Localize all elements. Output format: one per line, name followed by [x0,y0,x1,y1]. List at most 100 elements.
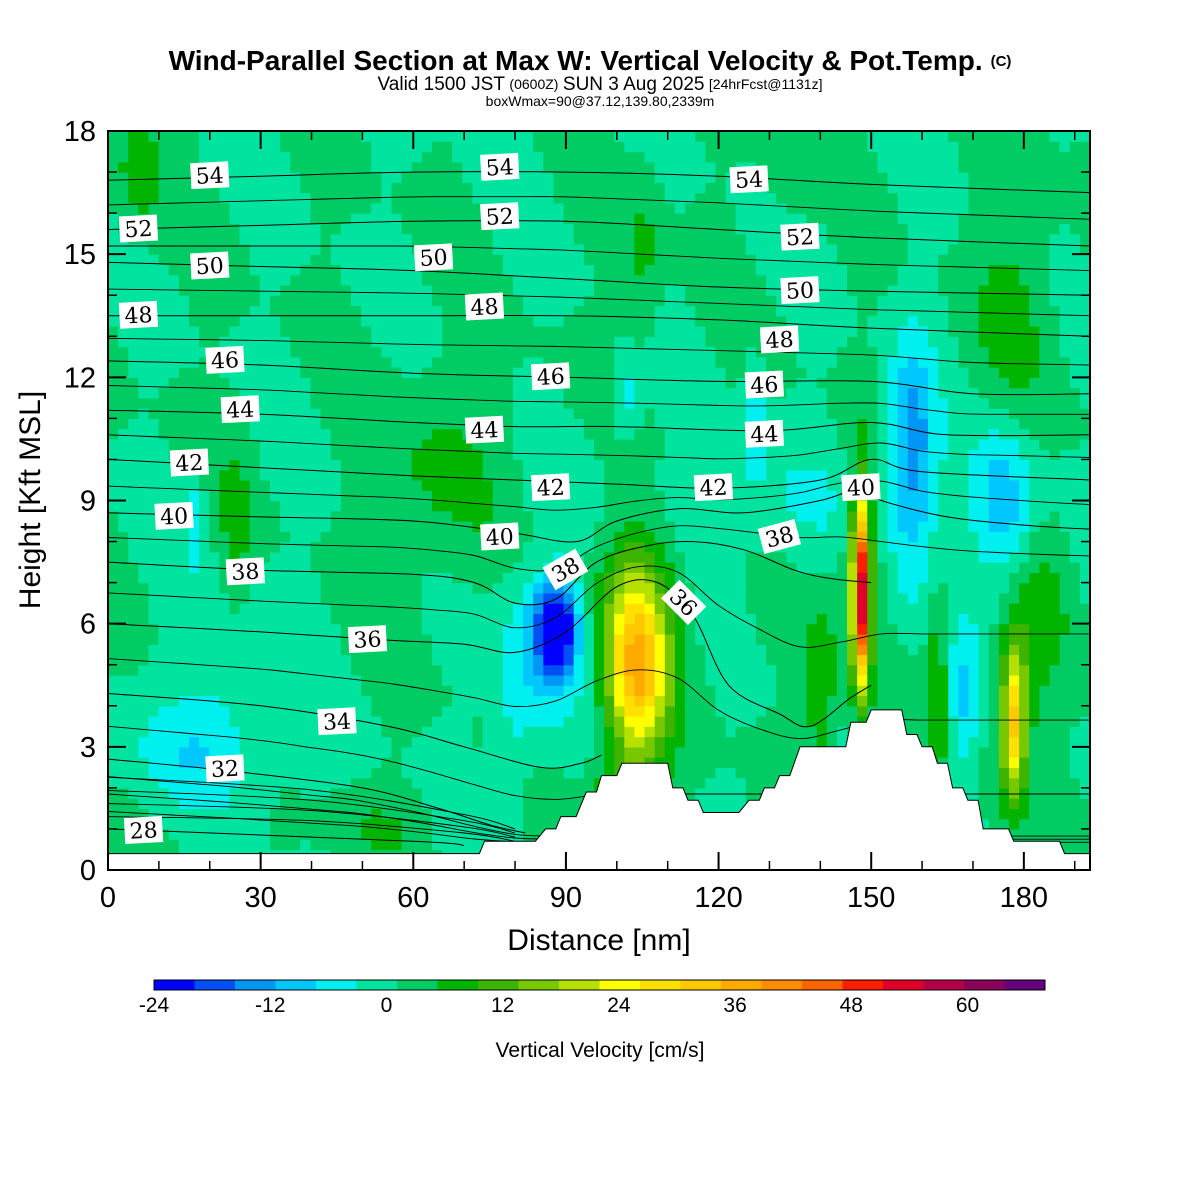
velocity-cell [442,315,453,327]
velocity-cell [624,336,636,348]
velocity-cell [624,705,636,717]
velocity-cell [583,613,595,625]
velocity-cell [158,387,170,399]
velocity-cell [735,233,747,245]
velocity-cell [209,408,220,419]
velocity-cell [654,161,666,173]
velocity-cell [178,808,190,820]
velocity-cell [735,418,747,430]
velocity-cell [523,284,534,296]
velocity-cell [310,418,322,430]
velocity-cell [168,243,180,255]
velocity-cell [401,243,413,255]
velocity-cell [118,346,129,358]
velocity-cell [452,377,463,389]
velocity-cell [330,664,342,676]
velocity-cell [452,623,463,635]
velocity-cell [654,438,666,450]
velocity-cell [128,787,139,799]
velocity-cell [695,592,706,604]
velocity-cell [502,305,514,317]
velocity-cell [654,674,666,686]
velocity-cell [188,582,200,594]
velocity-cell [462,151,474,163]
velocity-cell [583,141,595,153]
velocity-cell [259,367,271,378]
velocity-cell [482,726,494,738]
velocity-cell [533,418,544,430]
velocity-cell [158,336,170,348]
velocity-cell [330,469,342,481]
velocity-cell [128,777,139,789]
velocity-cell [502,346,514,358]
velocity-cell [320,223,332,235]
velocity-cell [533,254,544,266]
velocity-cell [614,685,625,697]
velocity-cell [239,479,251,491]
velocity-cell [320,582,332,594]
velocity-cell [178,274,190,286]
velocity-cell [330,346,342,358]
velocity-cell [664,213,676,224]
velocity-cell [745,633,757,645]
velocity-cell [178,613,190,625]
velocity-cell [512,644,524,656]
velocity-cell [219,418,231,430]
velocity-cell [705,397,717,409]
velocity-cell [371,685,382,697]
velocity-cell [148,418,160,430]
velocity-cell [664,326,676,337]
velocity-cell [269,202,281,214]
velocity-cell [411,510,423,522]
velocity-cell [431,295,443,307]
velocity-cell [543,603,555,614]
velocity-cell [634,131,646,142]
velocity-cell [411,387,423,399]
velocity-cell [310,644,322,656]
velocity-cell [219,633,231,645]
velocity-cell [523,182,534,194]
velocity-cell [705,767,717,779]
velocity-cell [340,182,352,194]
velocity-cell [320,633,332,645]
velocity-cell [482,459,494,471]
velocity-cell [381,551,393,563]
velocity-cell [624,674,636,686]
velocity-cell [472,387,484,399]
velocity-cell [533,223,544,235]
velocity-cell [553,326,565,337]
velocity-cell [796,254,808,266]
velocity-cell [482,141,494,153]
velocity-cell [482,192,494,204]
velocity-cell [715,746,727,758]
velocity-cell [573,716,585,727]
velocity-cell [108,736,119,748]
velocity-cell [188,736,200,748]
velocity-cell [796,479,808,491]
velocity-cell [239,685,251,697]
velocity-cell [411,326,423,337]
velocity-cell [239,705,251,717]
velocity-cell [229,633,241,645]
velocity-cell [563,531,575,543]
velocity-cell [715,131,727,142]
velocity-cell [320,315,332,327]
velocity-cell [361,254,372,266]
velocity-cell [442,377,453,389]
velocity-cell [573,613,585,625]
velocity-cell [350,305,362,317]
velocity-cell [512,746,524,758]
velocity-cell [229,243,241,255]
velocity-cell [259,346,271,358]
velocity-cell [705,777,717,789]
velocity-cell [492,644,504,656]
velocity-cell [502,828,514,840]
velocity-cell [705,151,717,163]
velocity-cell [523,233,534,245]
velocity-cell [695,131,706,142]
velocity-cell [583,705,595,717]
velocity-cell [178,264,190,276]
velocity-cell [229,459,241,471]
velocity-cell [320,397,332,409]
velocity-cell [725,551,737,563]
